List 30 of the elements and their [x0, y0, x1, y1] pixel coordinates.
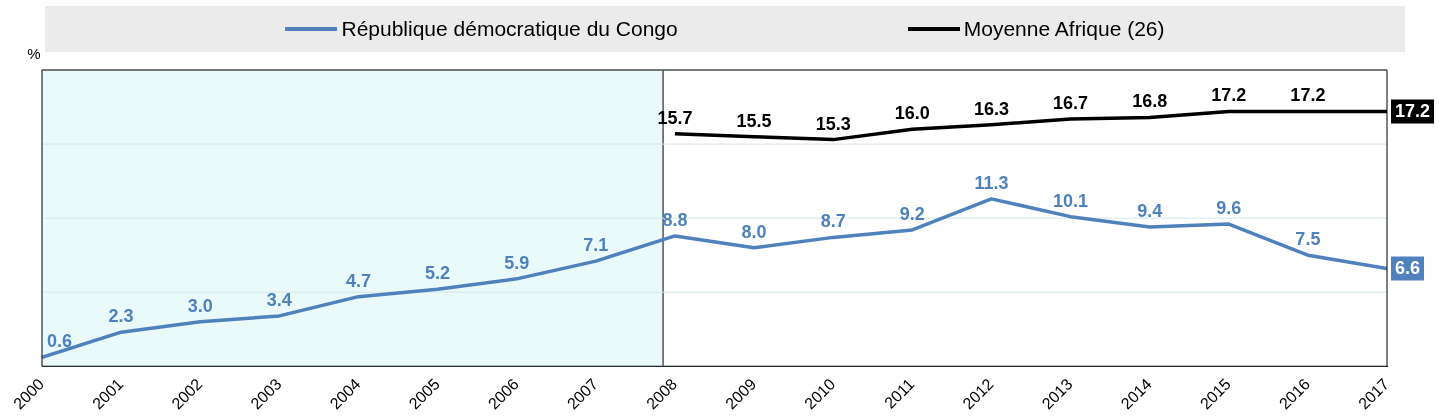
data-label: 5.2 — [425, 263, 451, 284]
data-label: 16.8 — [1132, 91, 1168, 112]
data-label: 3.4 — [266, 289, 292, 310]
data-label: 17.2 — [1290, 85, 1326, 106]
legend-label: Moyenne Afrique (26) — [963, 17, 1165, 41]
data-label: 6.6 — [1395, 258, 1421, 279]
data-label: 8.8 — [662, 209, 688, 230]
data-label: 9.6 — [1216, 198, 1242, 219]
data-label: 4.7 — [345, 270, 371, 291]
data-label: 17.2 — [1394, 101, 1431, 122]
legend-label: République démocratique du Congo — [341, 17, 678, 41]
y-axis-title: % — [27, 44, 41, 62]
data-label: 0.6 — [47, 331, 73, 352]
data-label: 5.9 — [504, 252, 530, 273]
data-label: 15.5 — [736, 110, 772, 131]
data-label: 3.0 — [187, 295, 213, 316]
data-label: 9.2 — [899, 203, 925, 224]
data-label: 8.7 — [820, 211, 846, 232]
data-label: 8.0 — [741, 221, 767, 242]
data-label: 10.1 — [1053, 190, 1089, 211]
data-label: 7.5 — [1295, 229, 1321, 250]
data-label: 7.1 — [583, 235, 609, 256]
data-label: 15.3 — [815, 113, 851, 134]
data-label: 16.3 — [973, 98, 1009, 119]
data-label: 16.7 — [1053, 92, 1089, 113]
data-label: 17.2 — [1211, 85, 1247, 106]
data-label: 11.3 — [974, 172, 1009, 193]
data-label: 2.3 — [108, 306, 134, 327]
data-label: 16.0 — [894, 103, 930, 124]
data-label: 9.4 — [1137, 200, 1163, 221]
